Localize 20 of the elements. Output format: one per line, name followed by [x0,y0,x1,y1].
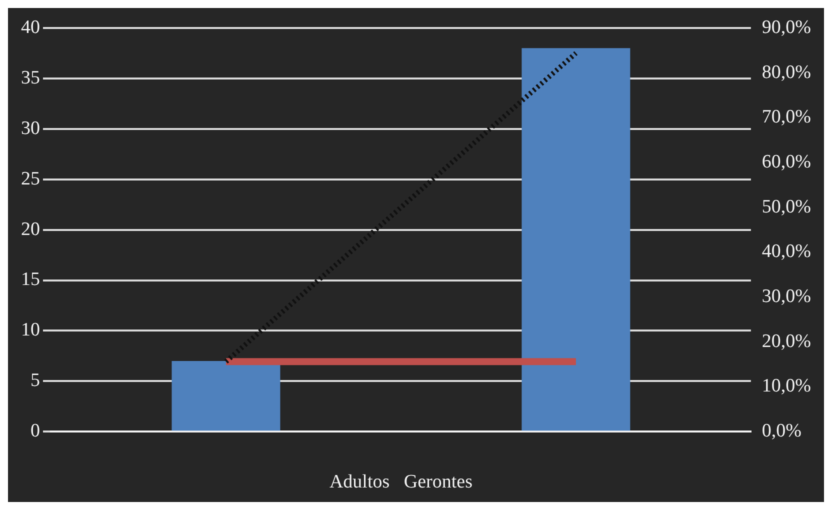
y2-tick-label: 60,0% [762,152,812,173]
y-tick-label: 20 [21,218,40,240]
y2-tick-label: 70,0% [762,106,812,128]
y2-tick-label: 20,0% [762,330,812,352]
x-axis-title: Adultos Gerontes [329,472,472,493]
y-tick-label: 10 [21,320,40,341]
y2-tick-label: 80,0% [762,62,812,83]
y2-tick-label: 10,0% [762,376,812,397]
y-tick-label: 35 [21,67,40,88]
y2-tick-label: 50,0% [762,196,812,218]
y2-tick-label: 30,0% [762,286,812,308]
y2-tick-label: 0,0% [762,420,802,442]
y2-tick-label: 40,0% [762,241,812,262]
y-tick-label: 30 [21,118,40,139]
y-tick-label: 5 [30,370,40,392]
y-tick-label: 15 [21,269,40,290]
y-tick-label: 0 [30,420,40,442]
y-tick-label: 25 [21,168,40,190]
y2-tick-label: 90,0% [762,16,812,38]
y-tick-label: 40 [21,16,40,38]
